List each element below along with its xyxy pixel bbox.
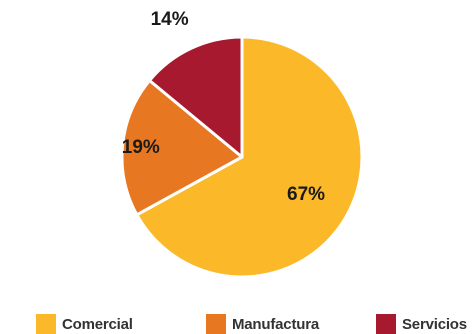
data-label-servicios: 14%: [151, 9, 189, 30]
pie-slice-manufactura: [120, 79, 244, 217]
legend-item-servicios: Servicios: [376, 314, 467, 334]
legend-swatch-manufactura: [206, 314, 226, 334]
legend-swatch-servicios: [376, 314, 396, 334]
legend-label-servicios: Servicios: [402, 315, 467, 333]
legend-label-comercial: Comercial: [62, 315, 133, 333]
pie-slice-comercial: [135, 35, 364, 279]
legend-item-manufactura: Manufactura: [206, 314, 319, 334]
pie-data-labels: 67% 19% 14%: [122, 9, 325, 205]
data-label-comercial: 67%: [287, 184, 325, 205]
legend-label-manufactura: Manufactura: [232, 315, 319, 333]
pie-slices: [120, 35, 364, 279]
legend-swatch-comercial: [36, 314, 56, 334]
pie-slice-servicios: [148, 35, 244, 159]
legend-item-comercial: Comercial: [36, 314, 133, 334]
data-label-manufactura: 19%: [122, 137, 160, 158]
